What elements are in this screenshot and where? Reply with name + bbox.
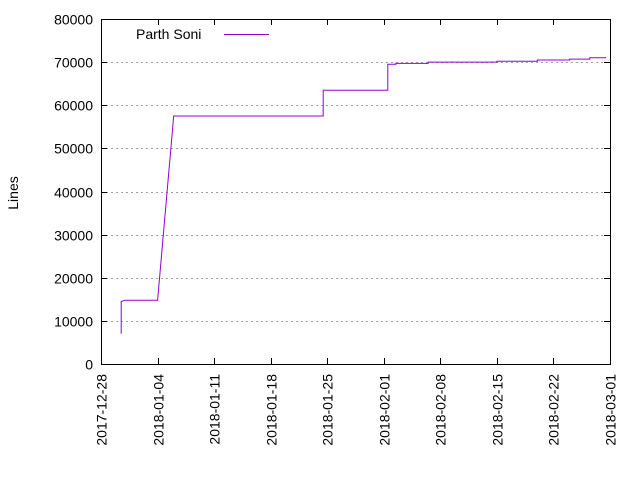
y-tick-label: 60000 — [54, 98, 93, 114]
legend-label: Parth Soni — [136, 26, 201, 42]
y-tick-label: 20000 — [54, 271, 93, 287]
y-axis-label: Lines — [5, 176, 21, 209]
x-tick-label: 2018-02-15 — [490, 374, 506, 446]
x-tick-label: 2018-02-08 — [433, 374, 449, 446]
x-tick-label: 2018-03-01 — [603, 374, 619, 446]
y-tick-label: 0 — [85, 357, 93, 373]
legend: Parth Soni — [136, 26, 269, 42]
y-tick-label: 40000 — [54, 185, 93, 201]
series-layer — [120, 57, 606, 334]
series-line — [120, 57, 606, 334]
x-tick-label: 2018-01-11 — [207, 374, 223, 445]
y-tick-label: 70000 — [54, 55, 93, 71]
x-tick-label: 2018-02-22 — [546, 374, 562, 446]
y-tick-label: 10000 — [54, 314, 93, 330]
y-tick-label: 80000 — [54, 12, 93, 28]
y-axis: 0 10000 20000 30000 40000 50000 60000 70000 8000… — [54, 12, 610, 373]
x-tick-label: 2018-02-01 — [377, 374, 393, 446]
y-tick-label: 50000 — [54, 141, 93, 157]
x-tick-label: 2018-01-04 — [151, 374, 167, 446]
x-tick-label: 2018-01-25 — [320, 374, 336, 446]
x-tick-label: 2018-01-18 — [264, 374, 280, 446]
x-axis: 2017-12-28 2018-01-04 2018-01-11 2018-01-18… — [94, 19, 619, 446]
grid-layer — [101, 62, 610, 322]
x-tick-label: 2017-12-28 — [94, 374, 110, 446]
y-tick-label: 30000 — [54, 228, 93, 244]
